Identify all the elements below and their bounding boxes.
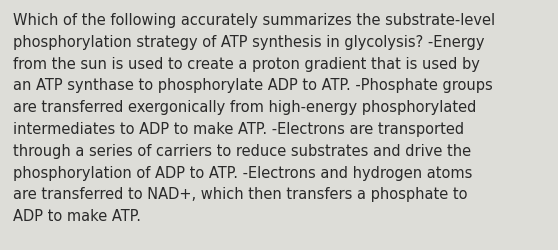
Text: are transferred to NAD+, which then transfers a phosphate to: are transferred to NAD+, which then tran… [13,187,468,202]
Text: Which of the following accurately summarizes the substrate-level: Which of the following accurately summar… [13,13,495,28]
Text: intermediates to ADP to make ATP. -Electrons are transported: intermediates to ADP to make ATP. -Elect… [13,122,464,136]
Text: are transferred exergonically from high-energy phosphorylated: are transferred exergonically from high-… [13,100,477,115]
Text: from the sun is used to create a proton gradient that is used by: from the sun is used to create a proton … [13,56,480,71]
Text: an ATP synthase to phosphorylate ADP to ATP. -Phosphate groups: an ATP synthase to phosphorylate ADP to … [13,78,493,93]
Text: ADP to make ATP.: ADP to make ATP. [13,208,141,223]
Text: phosphorylation strategy of ATP synthesis in glycolysis? -Energy: phosphorylation strategy of ATP synthesi… [13,35,484,50]
Text: through a series of carriers to reduce substrates and drive the: through a series of carriers to reduce s… [13,143,471,158]
Text: phosphorylation of ADP to ATP. -Electrons and hydrogen atoms: phosphorylation of ADP to ATP. -Electron… [13,165,473,180]
